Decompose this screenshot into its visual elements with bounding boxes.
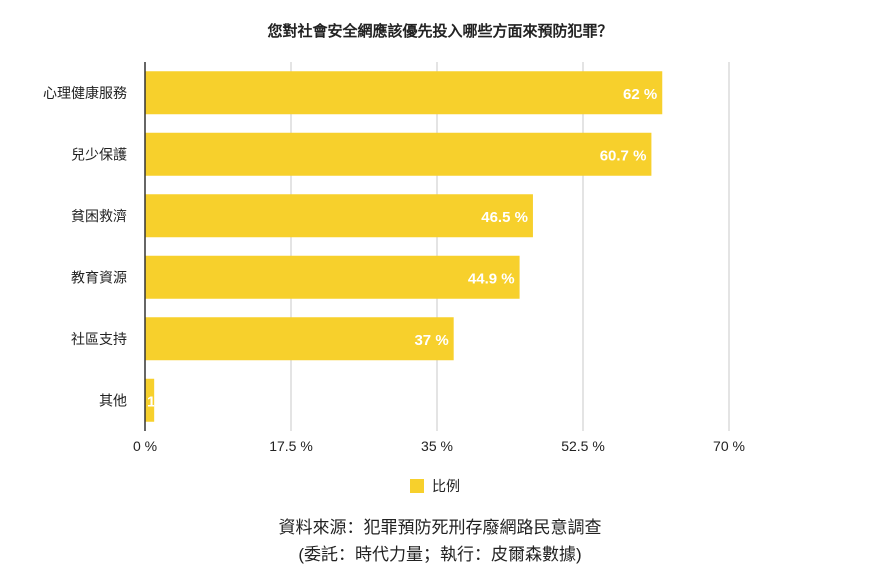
bar	[145, 317, 454, 361]
legend: 比例	[410, 476, 460, 496]
category-label: 兒少保護	[71, 146, 127, 162]
data-label: 60.7 %	[600, 147, 647, 164]
data-label: 37 %	[414, 332, 448, 349]
source-line-2: (委託：時代力量；執行：皮爾森數據)	[298, 545, 582, 564]
x-tick-label: 70 %	[713, 438, 745, 454]
legend-label: 比例	[432, 478, 460, 494]
category-label: 社區支持	[71, 331, 127, 347]
x-tick-label: 0 %	[133, 438, 157, 454]
category-label: 教育資源	[71, 269, 127, 285]
data-label: 44.9 %	[468, 270, 515, 287]
category-label: 心理健康服務	[43, 85, 127, 101]
x-tick-label: 17.5 %	[269, 438, 313, 454]
data-label: 46.5 %	[481, 209, 528, 226]
category-label: 貧困救濟	[71, 208, 127, 224]
source-note: 資料來源：犯罪預防死刑存廢網路民意調查 (委託：時代力量；執行：皮爾森數據)	[0, 514, 880, 568]
chart-title: 您對社會安全網應該優先投入哪些方面來預防犯罪？	[267, 23, 613, 40]
bar	[145, 71, 663, 115]
category-label: 其他	[99, 392, 127, 408]
x-tick-label: 35 %	[421, 438, 453, 454]
data-label: 1.1 %	[147, 393, 185, 410]
data-label: 62 %	[623, 86, 657, 103]
bar	[145, 378, 155, 422]
legend-swatch	[410, 479, 424, 493]
source-line-1: 資料來源：犯罪預防死刑存廢網路民意調查	[278, 518, 602, 537]
x-tick-label: 52.5 %	[561, 438, 605, 454]
bar	[145, 255, 520, 299]
bar	[145, 194, 533, 238]
bar	[145, 132, 652, 176]
